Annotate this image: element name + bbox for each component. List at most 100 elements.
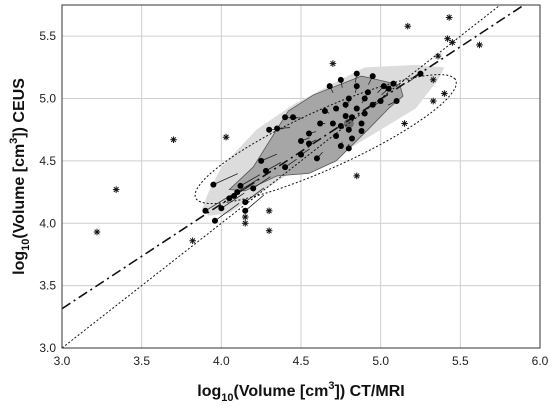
outlier-point: [265, 227, 273, 235]
data-point: [202, 207, 209, 214]
outlier-point: [449, 39, 456, 46]
data-point: [353, 105, 360, 112]
bag-region: [228, 75, 404, 192]
data-point: [313, 155, 320, 162]
outlier-point: [189, 237, 196, 245]
data-point: [305, 130, 312, 137]
tick-labels: 3.0 3.5 4.0 4.5 5.0 5.5 6.0 3.0 3.5 4.0 4.5 5.0 5.5: [39, 29, 548, 368]
x-tick-label: 4.5: [293, 354, 310, 368]
data-point: [242, 199, 249, 206]
outlier-point: [241, 213, 249, 221]
data-point: [337, 122, 344, 129]
outlier-point: [445, 14, 453, 21]
data-point: [353, 83, 360, 90]
data-point: [417, 70, 424, 77]
x-tick-label: 5.5: [452, 354, 469, 368]
x-axis-label-main: (Volume [cm: [234, 383, 329, 400]
data-point: [218, 205, 225, 212]
y-axis-label-tail: ]) CEUS: [11, 78, 28, 138]
data-point: [258, 157, 265, 164]
outlier-point: [444, 35, 451, 42]
outlier-point: [170, 136, 177, 144]
outlier-point: [441, 90, 448, 97]
data-point: [262, 167, 269, 174]
data-point: [266, 126, 273, 133]
data-point: [333, 105, 340, 112]
data-point: [393, 98, 400, 105]
data-point: [298, 151, 304, 158]
x-tick-label: 3.0: [54, 354, 71, 368]
data-point: [242, 207, 249, 214]
outlier-point: [429, 76, 437, 84]
data-point: [282, 164, 289, 171]
y-tick-label: 5.0: [39, 92, 56, 106]
data-point: [361, 110, 368, 117]
data-point: [211, 217, 218, 224]
data-points: [93, 14, 483, 245]
y-tick-label: 3.0: [39, 341, 56, 355]
outlier-point: [429, 97, 437, 105]
x-tick-label: 4.0: [213, 354, 230, 368]
point-connector: [244, 194, 265, 212]
fence-ellipse: [194, 74, 457, 205]
x-tick-label: 6.0: [532, 354, 549, 368]
data-point: [390, 80, 397, 87]
data-point: [226, 195, 233, 202]
x-axis-label-subscript: 10: [221, 392, 233, 404]
data-point: [361, 95, 368, 102]
data-point: [342, 113, 349, 120]
data-point: [369, 101, 376, 108]
outlier-point: [434, 52, 442, 60]
point-connector: [221, 192, 245, 209]
data-point: [326, 83, 333, 90]
data-point: [337, 76, 344, 83]
data-point: [337, 142, 344, 149]
regression-line: [62, 5, 526, 310]
data-point: [358, 120, 365, 127]
y-axis-label-superscript: 3: [8, 138, 20, 144]
data-point: [305, 140, 312, 147]
outlier-point: [93, 228, 101, 236]
data-point: [353, 70, 360, 77]
x-tick-label: 3.5: [133, 354, 150, 368]
point-connector: [237, 179, 258, 193]
outlier-point: [265, 207, 273, 215]
outlier-point: [241, 219, 249, 227]
data-point: [210, 181, 217, 188]
data-point: [282, 114, 289, 121]
point-connector: [240, 174, 261, 187]
grid: [61, 5, 541, 349]
point-connector: [213, 173, 238, 185]
outlier-point: [222, 133, 230, 141]
outlier-point: [476, 41, 483, 49]
x-axis-label-tail: ]) CT/MRI: [335, 383, 405, 400]
outlier-point: [112, 186, 120, 193]
y-axis-label: log10(Volume [cm3]) CEUS: [8, 78, 32, 275]
data-point: [358, 127, 365, 134]
outlier-point: [329, 60, 337, 67]
data-point: [369, 73, 376, 80]
outlier-point: [353, 172, 361, 180]
data-point: [345, 95, 352, 102]
y-tick-label: 3.5: [39, 279, 56, 293]
data-point: [345, 145, 352, 152]
plot-frame: [61, 4, 541, 349]
x-axis-label-log: log: [197, 383, 221, 400]
data-point: [380, 83, 387, 90]
data-point: [342, 101, 349, 108]
identity-line: [62, 5, 501, 348]
y-tick-label: 4.5: [39, 154, 56, 168]
data-point: [364, 89, 371, 96]
outlier-point: [404, 22, 412, 30]
data-point: [348, 114, 355, 121]
data-point: [298, 137, 304, 144]
y-tick-label: 4.0: [39, 216, 56, 230]
x-axis-label-superscript: 3: [328, 380, 334, 392]
data-point: [348, 135, 355, 142]
x-axis-label: log10(Volume [cm3]) CT/MRI: [197, 380, 404, 404]
y-axis-label-log: log: [11, 251, 28, 275]
point-connector: [244, 187, 265, 203]
data-point: [333, 132, 340, 139]
point-connector: [252, 176, 271, 189]
data-point: [317, 120, 324, 127]
